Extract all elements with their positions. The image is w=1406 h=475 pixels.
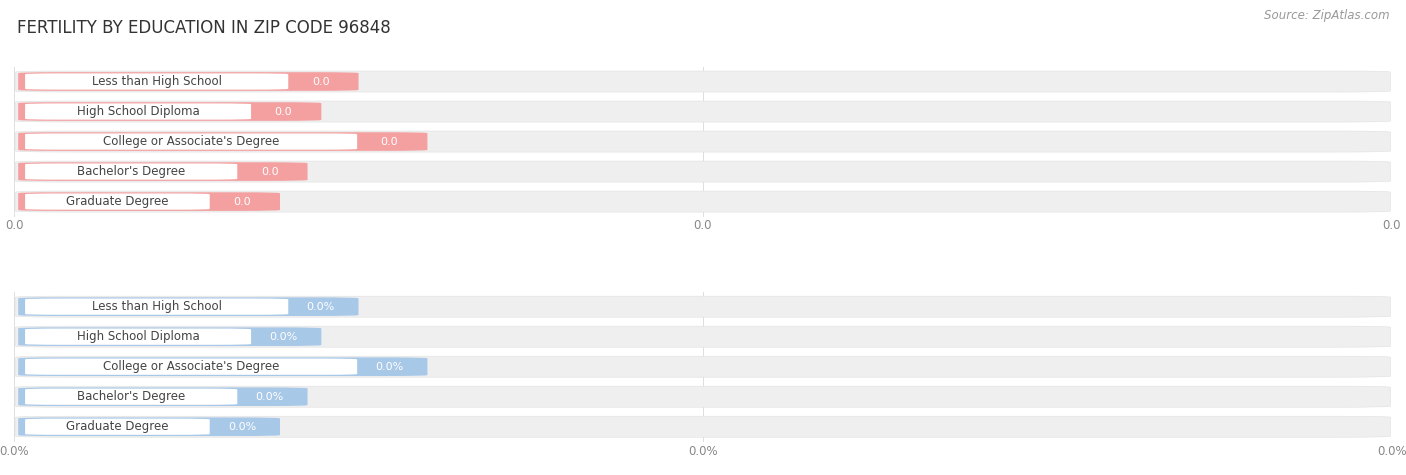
Text: 0.0%: 0.0%: [228, 422, 256, 432]
FancyBboxPatch shape: [18, 192, 280, 211]
Text: 0.0%: 0.0%: [270, 332, 298, 342]
FancyBboxPatch shape: [25, 329, 252, 345]
Text: Source: ZipAtlas.com: Source: ZipAtlas.com: [1264, 10, 1389, 22]
FancyBboxPatch shape: [25, 389, 238, 405]
FancyBboxPatch shape: [15, 356, 1391, 377]
FancyBboxPatch shape: [15, 71, 1391, 92]
Text: 0.0%: 0.0%: [256, 392, 284, 402]
Text: 0.0: 0.0: [262, 167, 278, 177]
Text: High School Diploma: High School Diploma: [77, 105, 200, 118]
Text: Graduate Degree: Graduate Degree: [66, 420, 169, 433]
FancyBboxPatch shape: [25, 133, 357, 150]
Text: Graduate Degree: Graduate Degree: [66, 195, 169, 208]
Text: Bachelor's Degree: Bachelor's Degree: [77, 165, 186, 178]
FancyBboxPatch shape: [15, 131, 1391, 152]
FancyBboxPatch shape: [18, 72, 359, 91]
Text: 0.0%: 0.0%: [375, 361, 404, 372]
FancyBboxPatch shape: [18, 132, 427, 151]
Text: College or Associate's Degree: College or Associate's Degree: [103, 135, 280, 148]
FancyBboxPatch shape: [25, 163, 238, 180]
Text: 0.0: 0.0: [312, 76, 329, 86]
FancyBboxPatch shape: [18, 162, 308, 181]
FancyBboxPatch shape: [18, 388, 308, 406]
Text: College or Associate's Degree: College or Associate's Degree: [103, 360, 280, 373]
FancyBboxPatch shape: [25, 193, 209, 209]
FancyBboxPatch shape: [25, 74, 288, 90]
FancyBboxPatch shape: [15, 296, 1391, 317]
FancyBboxPatch shape: [15, 326, 1391, 347]
FancyBboxPatch shape: [25, 299, 288, 315]
Text: 0.0: 0.0: [381, 136, 398, 147]
Text: FERTILITY BY EDUCATION IN ZIP CODE 96848: FERTILITY BY EDUCATION IN ZIP CODE 96848: [17, 19, 391, 37]
Text: 0.0: 0.0: [274, 106, 292, 116]
FancyBboxPatch shape: [15, 191, 1391, 212]
FancyBboxPatch shape: [25, 104, 252, 120]
FancyBboxPatch shape: [15, 161, 1391, 182]
FancyBboxPatch shape: [18, 357, 427, 376]
Text: 0.0: 0.0: [233, 197, 250, 207]
Text: Bachelor's Degree: Bachelor's Degree: [77, 390, 186, 403]
Text: High School Diploma: High School Diploma: [77, 330, 200, 343]
FancyBboxPatch shape: [25, 359, 357, 375]
FancyBboxPatch shape: [25, 418, 209, 435]
Text: 0.0%: 0.0%: [307, 302, 335, 312]
FancyBboxPatch shape: [15, 386, 1391, 407]
Text: Less than High School: Less than High School: [91, 300, 222, 313]
FancyBboxPatch shape: [15, 101, 1391, 122]
FancyBboxPatch shape: [18, 297, 359, 316]
FancyBboxPatch shape: [15, 416, 1391, 437]
FancyBboxPatch shape: [18, 102, 322, 121]
Text: Less than High School: Less than High School: [91, 75, 222, 88]
FancyBboxPatch shape: [18, 327, 322, 346]
FancyBboxPatch shape: [18, 418, 280, 436]
